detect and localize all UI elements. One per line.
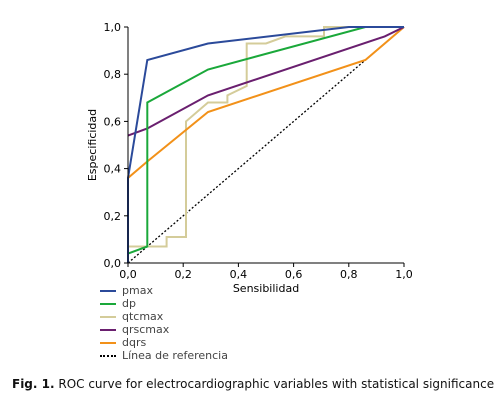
- legend-label: pmax: [122, 284, 153, 297]
- caption-text: ROC curve for electrocardiographic varia…: [54, 377, 495, 391]
- chart-legend: pmax dp qtcmax qrscmax dqrs Línea de referenc…: [100, 284, 228, 362]
- legend-swatch: [100, 354, 116, 357]
- series-group: [127, 26, 405, 264]
- x-tick-label: 0,2: [174, 268, 192, 281]
- y-tick-label: 1,0: [104, 21, 122, 34]
- x-tick-label: 0,8: [340, 268, 358, 281]
- legend-swatch: [100, 289, 116, 292]
- legend-swatch: [100, 328, 116, 331]
- y-tick-label: 0,2: [104, 210, 122, 223]
- caption-label: Fig. 1.: [12, 377, 55, 391]
- legend-swatch: [100, 302, 116, 305]
- x-axis-title: Sensibilidad: [233, 282, 299, 295]
- y-tick-label: 0,4: [104, 163, 122, 176]
- legend-swatch: [100, 315, 116, 318]
- y-tick-label: 0,6: [104, 115, 122, 128]
- legend-item-dqrs: dqrs: [100, 336, 228, 349]
- legend-item-pmax: pmax: [100, 284, 228, 297]
- figure-caption: Fig. 1. ROC curve for electrocardiograph…: [12, 377, 495, 391]
- legend-label: dp: [122, 297, 136, 310]
- y-tick-label: 0,8: [104, 68, 122, 81]
- y-tick-label: 0,0: [104, 257, 122, 270]
- legend-label: qrscmax: [122, 323, 170, 336]
- legend-item-l-nea-de-referencia: Línea de referencia: [100, 349, 228, 362]
- legend-item-qrscmax: qrscmax: [100, 323, 228, 336]
- series-line-qrscmax: [127, 26, 405, 137]
- y-axis-title: Especificidad: [86, 109, 99, 181]
- x-tick-label: 1,0: [395, 268, 413, 281]
- legend-item-dp: dp: [100, 297, 228, 310]
- x-tick-label: 0,6: [285, 268, 303, 281]
- legend-item-qtcmax: qtcmax: [100, 310, 228, 323]
- legend-label: Línea de referencia: [122, 349, 228, 362]
- legend-swatch: [100, 341, 116, 344]
- series-line-l-nea-de-referencia: [127, 26, 405, 264]
- series-line-qtcmax: [127, 26, 404, 263]
- legend-label: qtcmax: [122, 310, 164, 323]
- x-tick-label: 0,0: [119, 268, 137, 281]
- axes: 0,00,0 0,2 0,2 0,4 0,4 0,6 0,6 0,8 0,8 1,0 1,0: [104, 21, 413, 281]
- x-tick-label: 0,4: [230, 268, 248, 281]
- legend-label: dqrs: [122, 336, 147, 349]
